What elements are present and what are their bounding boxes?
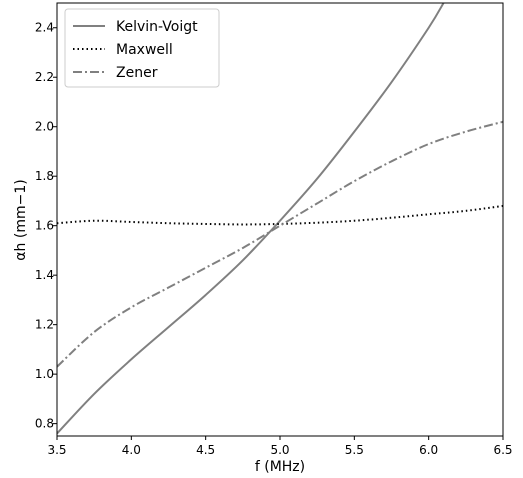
- y-tick-label: 1.4: [35, 268, 54, 282]
- legend-label-kelvin-voigt: Kelvin-Voigt: [116, 19, 198, 35]
- x-tick-label: 4.5: [196, 443, 215, 457]
- y-tick-label: 1.8: [35, 169, 54, 183]
- y-tick-label: 2.4: [35, 21, 54, 35]
- y-tick-label: 1.2: [35, 318, 54, 332]
- legend: Kelvin-Voigt Maxwell Zener: [64, 8, 220, 88]
- series-line-kelvin-voigt: [57, 3, 445, 435]
- x-tick-label: 6.5: [493, 443, 512, 457]
- series-line-zener: [57, 120, 503, 368]
- x-tick-label: 3.5: [47, 443, 66, 457]
- x-tick-label: 6.0: [419, 443, 438, 457]
- y-tick-label: 2.0: [35, 120, 54, 134]
- legend-label-maxwell: Maxwell: [116, 42, 173, 58]
- x-tick-label: 5.0: [270, 443, 289, 457]
- series-layer: [57, 3, 503, 435]
- x-tick-label: 5.5: [345, 443, 364, 457]
- y-tick-label: 1.6: [35, 219, 54, 233]
- legend-box: [64, 8, 220, 88]
- y-axis-label: αh (mm−1): [13, 179, 29, 260]
- y-ticks: 0.8 1.0 1.2 1.4 1.6 1.8 2.0 2.2 2.4: [35, 21, 57, 431]
- y-tick-label: 1.0: [35, 367, 54, 381]
- x-axis-label: f (MHz): [255, 459, 305, 475]
- y-tick-label: 0.8: [35, 417, 54, 431]
- y-tick-label: 2.2: [35, 70, 54, 84]
- x-ticks: 3.5 4.0 4.5 5.0 5.5 6.0 6.5: [47, 436, 513, 457]
- x-tick-label: 4.0: [122, 443, 141, 457]
- legend-label-zener: Zener: [116, 65, 158, 81]
